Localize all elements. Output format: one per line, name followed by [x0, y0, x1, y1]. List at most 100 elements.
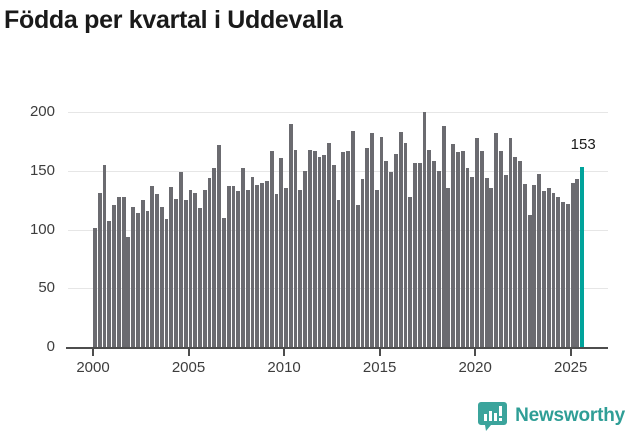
bar: [97, 193, 102, 347]
bar: [188, 189, 193, 347]
bar: [279, 157, 284, 347]
bar: [250, 176, 255, 347]
bar: [341, 151, 346, 347]
bar: [417, 162, 422, 347]
bar: [398, 131, 403, 347]
bar: [288, 123, 293, 347]
bar: [293, 149, 298, 347]
bar: [346, 150, 351, 347]
bar: [112, 204, 116, 347]
bar: [269, 150, 274, 347]
x-axis-label-2005: 2005: [171, 359, 206, 376]
bar: [508, 137, 513, 347]
bar: [370, 133, 374, 347]
newsworthy-brand-text: Newsworthy: [515, 405, 625, 426]
bar: [489, 188, 494, 347]
bar: [169, 187, 174, 347]
bar: [327, 142, 331, 347]
y-axis-label-150: 150: [29, 161, 55, 179]
bar: [546, 188, 551, 347]
bar: [126, 236, 131, 347]
bar: [207, 177, 212, 347]
bar: [121, 196, 126, 347]
highlighted-bar-value-label: 153: [570, 136, 596, 154]
bar: [484, 177, 489, 347]
y-axis-label-0: 0: [46, 338, 55, 355]
x-axis-label-2010: 2010: [267, 359, 301, 376]
bar: [241, 168, 245, 347]
bar: [140, 200, 145, 347]
x-tick-2005: [187, 349, 190, 356]
bar: [183, 200, 188, 347]
bar: [226, 186, 231, 347]
bar: [522, 183, 527, 347]
bar: [456, 151, 460, 347]
bar: [231, 186, 236, 347]
bar: [322, 155, 327, 347]
bar: [245, 189, 250, 347]
bar: [350, 130, 355, 347]
bar: [422, 112, 427, 347]
bar: [575, 178, 580, 347]
bar: [255, 184, 260, 347]
bar: [360, 178, 365, 347]
bar: [307, 149, 312, 347]
bar: [389, 171, 394, 347]
bar: [331, 164, 336, 347]
bar: [217, 144, 222, 347]
bar: [193, 193, 198, 347]
bar: [198, 208, 202, 347]
bar: [260, 182, 265, 347]
bar: [174, 198, 179, 347]
bar: [432, 161, 436, 347]
bar: [317, 156, 322, 347]
bar: [441, 126, 446, 347]
bar: [556, 196, 561, 347]
bar: [274, 194, 279, 347]
bar: [542, 190, 546, 347]
bar: [384, 161, 389, 347]
bar: [355, 204, 360, 347]
bar: [551, 193, 556, 347]
bar: [446, 188, 451, 347]
bar: [527, 215, 532, 347]
bar: [159, 207, 164, 347]
bar: [503, 175, 508, 347]
bar: [303, 170, 308, 347]
bar: [570, 182, 575, 347]
x-axis-label-2025: 2025: [554, 359, 588, 376]
bar: [393, 154, 398, 347]
bar: [427, 149, 432, 347]
y-axis-label-100: 100: [29, 220, 55, 238]
bar: [479, 150, 484, 347]
bar: [312, 150, 317, 347]
bar: [145, 210, 150, 347]
gridline-150: [68, 170, 608, 172]
x-axis-label-2015: 2015: [362, 359, 397, 376]
bar: [532, 184, 537, 347]
bar: [379, 136, 384, 347]
bar: [93, 228, 97, 347]
bar: [298, 189, 303, 347]
x-axis-label-2020: 2020: [458, 359, 492, 376]
page-title: Födda per kvartal i Uddevalla: [4, 6, 343, 34]
x-axis-line: [66, 347, 608, 349]
y-axis-label-50: 50: [38, 279, 55, 297]
bar: [460, 150, 465, 347]
bar: [470, 176, 475, 347]
bar: [365, 148, 370, 347]
y-axis-label-200: 200: [29, 103, 55, 120]
bar: [336, 200, 341, 347]
bar: [499, 150, 503, 347]
newsworthy-logo-icon: [478, 401, 508, 431]
bar: [494, 133, 499, 347]
bar: [403, 142, 408, 347]
x-tick-2015: [378, 349, 381, 356]
highlighted-bar: [580, 167, 585, 347]
bar: [264, 181, 269, 347]
newsworthy-footer[interactable]: Newsworthy: [478, 401, 625, 431]
bar: [518, 161, 522, 347]
bar: [413, 162, 417, 347]
x-tick-2025: [569, 349, 572, 356]
bar: [537, 174, 542, 347]
